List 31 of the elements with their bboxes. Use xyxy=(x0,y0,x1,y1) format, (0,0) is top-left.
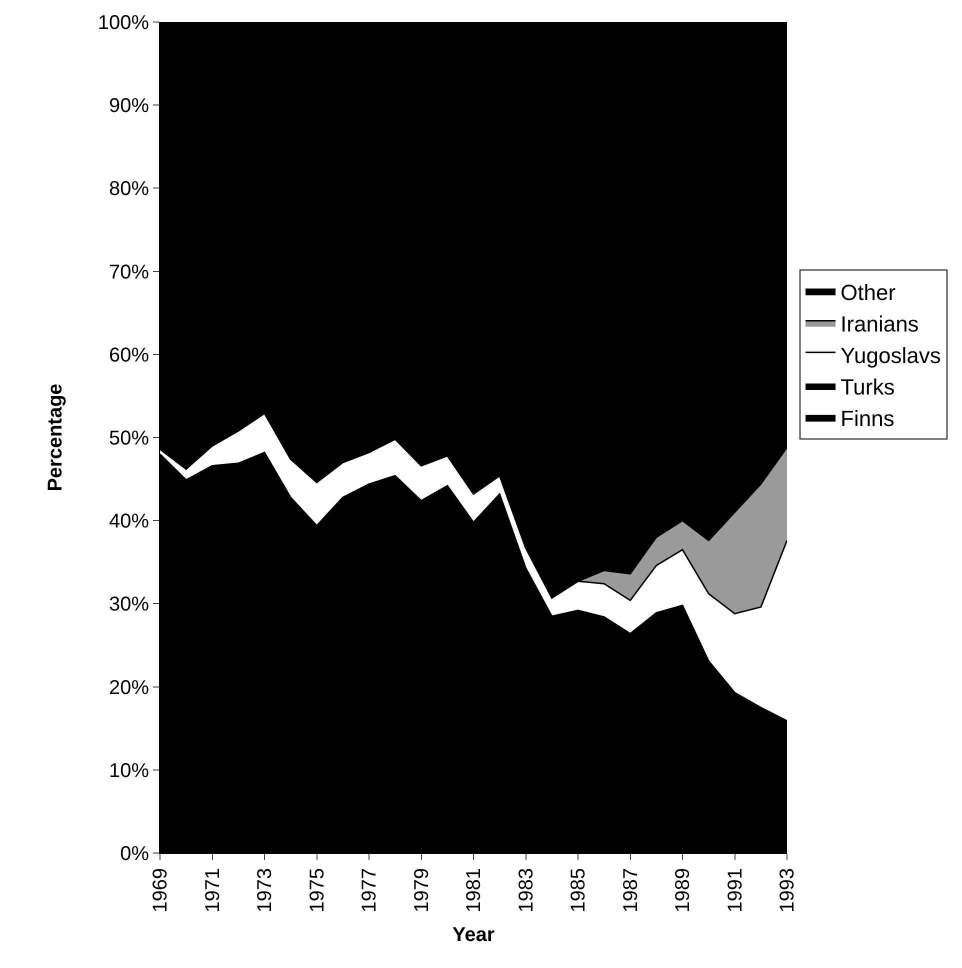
y-tick-label: 10% xyxy=(108,760,150,782)
legend-label: Iranians xyxy=(840,311,919,336)
y-tick-label: 80% xyxy=(108,178,150,200)
y-tick-label: 90% xyxy=(108,95,150,118)
y-tick-label: 40% xyxy=(108,510,150,533)
x-tick-label: 1987 xyxy=(620,868,642,912)
legend-label: Finns xyxy=(840,406,894,432)
x-tick-label: 1981 xyxy=(463,868,485,912)
y-tick-label: 60% xyxy=(108,344,150,366)
x-tick-label: 1983 xyxy=(515,868,538,912)
x-axis-title: Year xyxy=(452,924,495,946)
x-tick-label: 1969 xyxy=(150,868,172,912)
legend-label: Turks xyxy=(840,374,895,400)
legend-label: Other xyxy=(840,280,896,305)
y-tick-label: 30% xyxy=(108,594,150,616)
x-tick-label: 1975 xyxy=(306,868,328,912)
legend-label: Yugoslavs xyxy=(840,342,941,368)
x-tick-label: 1979 xyxy=(410,868,433,912)
y-tick-label: 0% xyxy=(120,843,150,865)
x-tick-label: 1989 xyxy=(672,868,694,912)
y-tick-label: 70% xyxy=(108,261,150,284)
x-tick-label: 1977 xyxy=(358,868,380,912)
x-tick-label: 1993 xyxy=(776,868,798,912)
x-tick-label: 1971 xyxy=(202,868,224,912)
y-tick-label: 20% xyxy=(108,676,150,699)
x-tick-label: 1973 xyxy=(254,868,276,912)
y-axis-title: Percentage xyxy=(44,384,66,492)
x-tick-label: 1985 xyxy=(568,868,590,912)
y-tick-label: 100% xyxy=(98,12,150,34)
x-tick-label: 1991 xyxy=(724,868,746,912)
y-tick-label: 50% xyxy=(108,428,150,450)
